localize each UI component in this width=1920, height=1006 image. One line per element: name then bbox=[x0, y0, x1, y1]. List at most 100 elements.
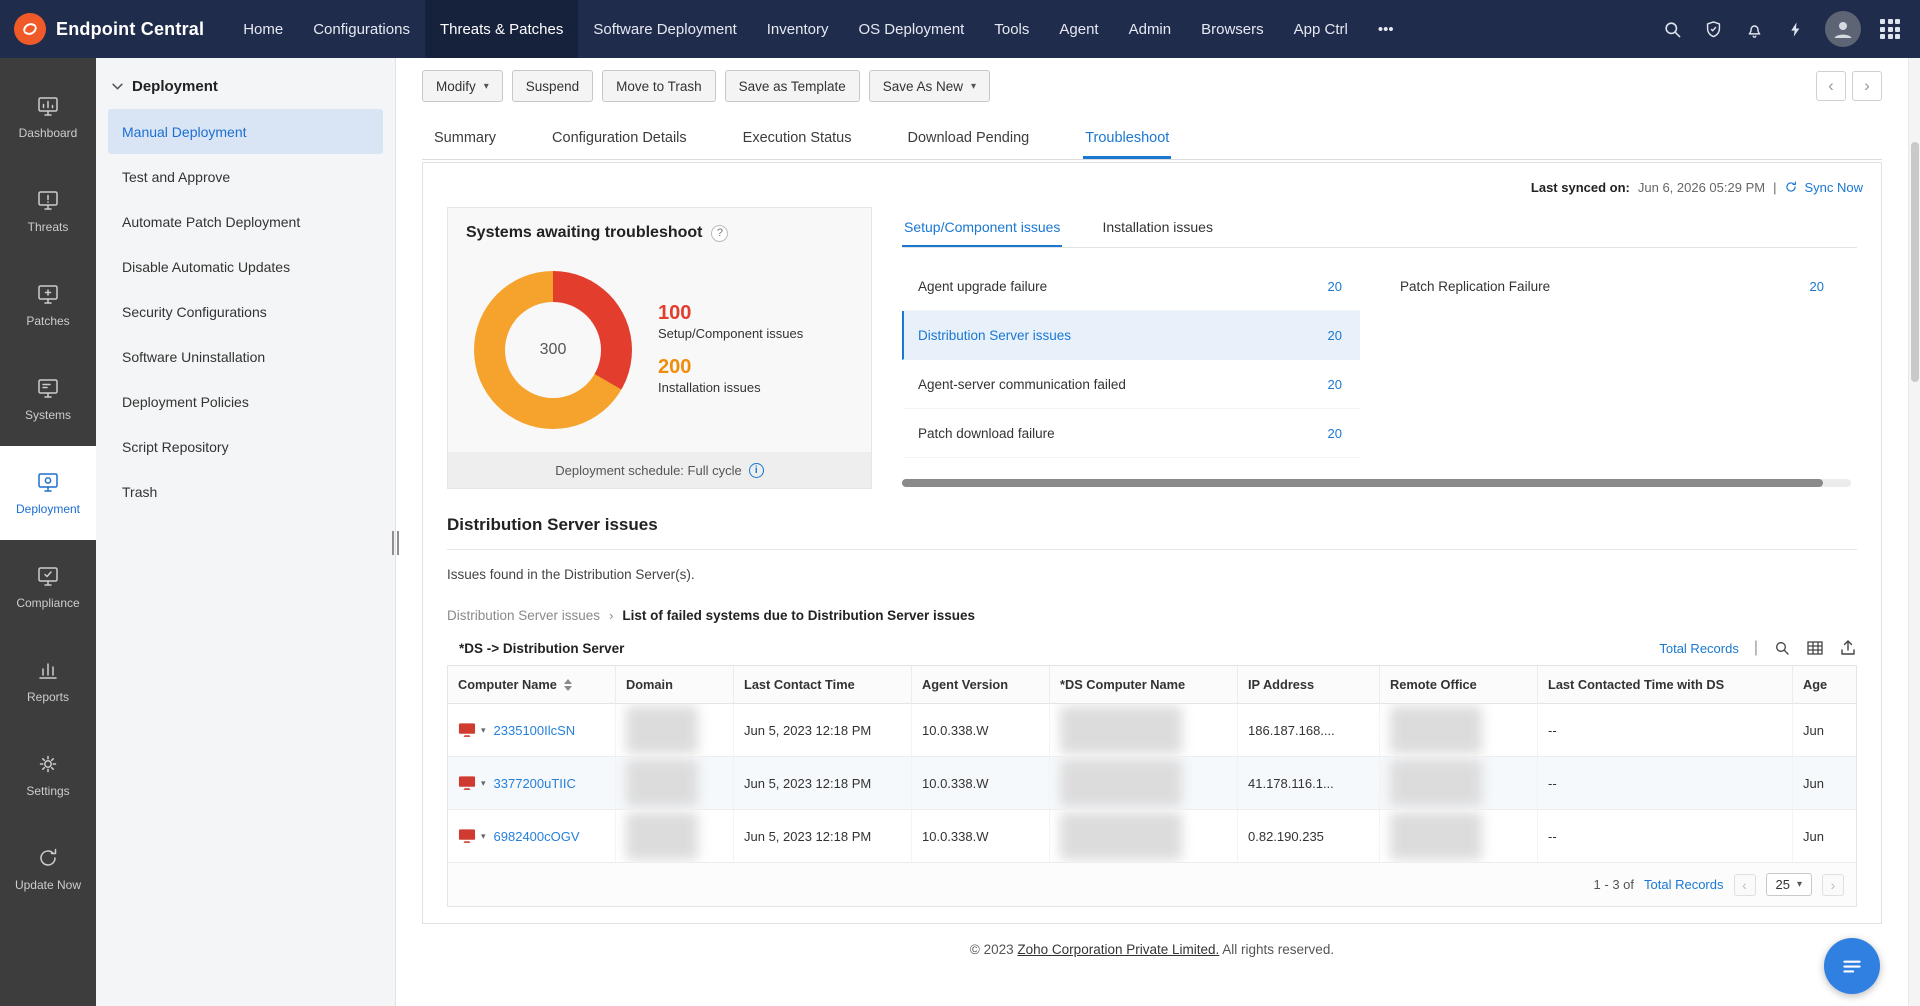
move-to-trash-button[interactable]: Move to Trash bbox=[602, 70, 716, 102]
rail-item-update-now[interactable]: Update Now bbox=[0, 822, 96, 916]
sidebar-item-test-and-approve[interactable]: Test and Approve bbox=[122, 168, 231, 185]
column-agent-version[interactable]: Agent Version bbox=[912, 666, 1050, 704]
nav-item-os-deployment[interactable]: OS Deployment bbox=[858, 20, 965, 38]
nav-item-threats-patches[interactable]: Threats & Patches bbox=[424, 0, 579, 58]
rail-item-patches[interactable]: Patches bbox=[0, 258, 96, 352]
computer-name-link[interactable]: 3377200uTIIC bbox=[493, 775, 576, 791]
modify-button[interactable]: Modify ▾ bbox=[422, 70, 503, 102]
issue-row-patch-replication-failure[interactable]: Patch Replication Failure 20 bbox=[1400, 279, 1824, 294]
nav-item-browsers[interactable]: Browsers bbox=[1201, 20, 1264, 38]
tab-troubleshoot[interactable]: Troubleshoot bbox=[1083, 118, 1172, 159]
tab-configuration-details[interactable]: Configuration Details bbox=[552, 130, 687, 146]
issues-panel: Setup/Component issues Installation issu… bbox=[902, 207, 1857, 489]
nav-item-agent[interactable]: Agent bbox=[1059, 20, 1099, 38]
rail-item-settings[interactable]: Settings bbox=[0, 728, 96, 822]
legend-value: 100 bbox=[658, 302, 692, 325]
rail-item-systems[interactable]: Systems bbox=[0, 352, 96, 446]
quick-actions-lightning-icon[interactable] bbox=[1784, 18, 1806, 40]
tab-download-pending[interactable]: Download Pending bbox=[907, 130, 1030, 146]
sidebar-title: Deployment bbox=[132, 78, 218, 95]
page-scrollbar-thumb[interactable] bbox=[1911, 142, 1919, 382]
tab-summary[interactable]: Summary bbox=[434, 130, 497, 146]
breadcrumb-parent[interactable]: Distribution Server issues bbox=[447, 608, 601, 623]
save-as-new-button[interactable]: Save As New ▾ bbox=[868, 70, 991, 102]
save-as-template-button[interactable]: Save as Template bbox=[724, 70, 860, 102]
notifications-bell-icon[interactable] bbox=[1743, 18, 1765, 40]
rail-item-threats[interactable]: Threats bbox=[0, 164, 96, 258]
apps-grid-icon[interactable] bbox=[1880, 19, 1900, 39]
column-last-contacted-time-with-ds[interactable]: Last Contacted Time with DS bbox=[1538, 666, 1793, 704]
column-ds-computer-name[interactable]: *DS Computer Name bbox=[1050, 666, 1238, 704]
column-chooser-icon[interactable] bbox=[1806, 639, 1824, 657]
divider: | bbox=[1753, 639, 1758, 656]
help-icon[interactable]: ? bbox=[711, 224, 729, 242]
issue-row-agent-upgrade-failure[interactable]: Agent upgrade failure 20 bbox=[902, 262, 1360, 311]
horizontal-scrollbar-thumb[interactable] bbox=[902, 479, 1823, 487]
company-link[interactable]: Zoho Corporation Private Limited. bbox=[1017, 942, 1220, 957]
sidebar-item-automate-patch-deployment[interactable]: Automate Patch Deployment bbox=[122, 213, 301, 230]
rail-item-dashboard[interactable]: Dashboard bbox=[0, 70, 96, 164]
chevron-down-icon: ▾ bbox=[971, 80, 977, 92]
nav-item-software-deployment[interactable]: Software Deployment bbox=[593, 20, 737, 38]
column-ip-address[interactable]: IP Address bbox=[1238, 666, 1380, 704]
column-domain[interactable]: Domain bbox=[616, 666, 734, 704]
chevron-down-icon[interactable]: ▾ bbox=[481, 724, 486, 735]
total-records-link[interactable]: Total Records bbox=[1644, 877, 1724, 892]
computer-name-cell: ▾ 2335100IlcSN bbox=[448, 704, 616, 756]
rail-item-compliance[interactable]: Compliance bbox=[0, 540, 96, 634]
sidebar-item-script-repository[interactable]: Script Repository bbox=[122, 438, 229, 455]
export-icon[interactable] bbox=[1839, 639, 1857, 657]
sidebar-item-disable-automatic-updates[interactable]: Disable Automatic Updates bbox=[122, 258, 291, 275]
info-icon[interactable]: i bbox=[748, 462, 764, 478]
total-records-link[interactable]: Total Records bbox=[1659, 640, 1739, 656]
nav-item-admin[interactable]: Admin bbox=[1128, 20, 1172, 38]
sidebar-item-trash[interactable]: Trash bbox=[122, 483, 158, 500]
issue-row-patch-download-failure[interactable]: Patch download failure 20 bbox=[902, 409, 1360, 458]
user-avatar[interactable] bbox=[1825, 11, 1861, 47]
column-computer-name[interactable]: Computer Name bbox=[448, 666, 616, 704]
sidebar-item-software-uninstallation[interactable]: Software Uninstallation bbox=[122, 348, 266, 365]
previous-item-button[interactable]: ‹ bbox=[1816, 71, 1846, 101]
nav-item-home[interactable]: Home bbox=[243, 20, 284, 38]
legend-item-setup[interactable]: 100 Setup/Component issues bbox=[658, 303, 803, 343]
sync-now-link[interactable]: Sync Now bbox=[1784, 180, 1863, 195]
redacted-value bbox=[626, 759, 698, 807]
sidebar-item-manual-deployment[interactable]: Manual Deployment bbox=[108, 109, 383, 154]
tab-setup-component-issues[interactable]: Setup/Component issues bbox=[902, 207, 1063, 247]
next-item-button[interactable]: › bbox=[1852, 71, 1882, 101]
search-icon[interactable] bbox=[1661, 18, 1683, 40]
nav-item-configurations[interactable]: Configurations bbox=[313, 20, 410, 38]
issue-row-distribution-server-issues[interactable]: Distribution Server issues 20 bbox=[902, 311, 1360, 360]
suspend-button[interactable]: Suspend bbox=[511, 70, 594, 102]
sort-icon[interactable] bbox=[563, 678, 572, 691]
security-shield-icon[interactable] bbox=[1702, 18, 1724, 40]
chevron-down-icon[interactable]: ▾ bbox=[481, 777, 486, 788]
computer-name-link[interactable]: 2335100IlcSN bbox=[493, 722, 576, 738]
rail-item-deployment[interactable]: Deployment bbox=[0, 446, 96, 540]
brand[interactable]: Endpoint Central bbox=[0, 0, 228, 58]
nav-item-app-ctrl[interactable]: App Ctrl bbox=[1293, 20, 1348, 38]
sidebar-item-security-configurations[interactable]: Security Configurations bbox=[122, 303, 267, 320]
page-prev-button[interactable]: ‹ bbox=[1733, 873, 1756, 896]
page-size-select[interactable]: 25 ▾ bbox=[1765, 873, 1812, 896]
tab-execution-status[interactable]: Execution Status bbox=[742, 130, 852, 146]
column-last-contact-time[interactable]: Last Contact Time bbox=[734, 666, 912, 704]
assistant-fab-button[interactable] bbox=[1824, 938, 1880, 994]
tab-installation-issues[interactable]: Installation issues bbox=[1102, 219, 1213, 235]
nav-item-more[interactable]: ••• bbox=[1377, 20, 1394, 38]
issue-row-agent-server-communication-failed[interactable]: Agent-server communication failed 20 bbox=[902, 360, 1360, 409]
troubleshoot-donut-chart[interactable]: 300 bbox=[474, 271, 632, 429]
page-next-button[interactable]: › bbox=[1822, 873, 1844, 896]
column-remote-office[interactable]: Remote Office bbox=[1380, 666, 1538, 704]
computer-name-link[interactable]: 6982400cOGV bbox=[493, 828, 580, 844]
nav-item-inventory[interactable]: Inventory bbox=[766, 20, 829, 38]
sidebar-resize-handle[interactable] bbox=[391, 526, 400, 560]
sidebar-item-deployment-policies[interactable]: Deployment Policies bbox=[122, 393, 249, 410]
search-icon[interactable] bbox=[1773, 639, 1791, 657]
column-age[interactable]: Age bbox=[1793, 666, 1856, 704]
legend-item-installation[interactable]: 200 Installation issues bbox=[658, 357, 803, 397]
nav-item-tools[interactable]: Tools bbox=[994, 20, 1030, 38]
chevron-down-icon[interactable]: ▾ bbox=[481, 830, 486, 841]
sidebar-header[interactable]: Deployment bbox=[96, 76, 395, 109]
rail-item-reports[interactable]: Reports bbox=[0, 634, 96, 728]
